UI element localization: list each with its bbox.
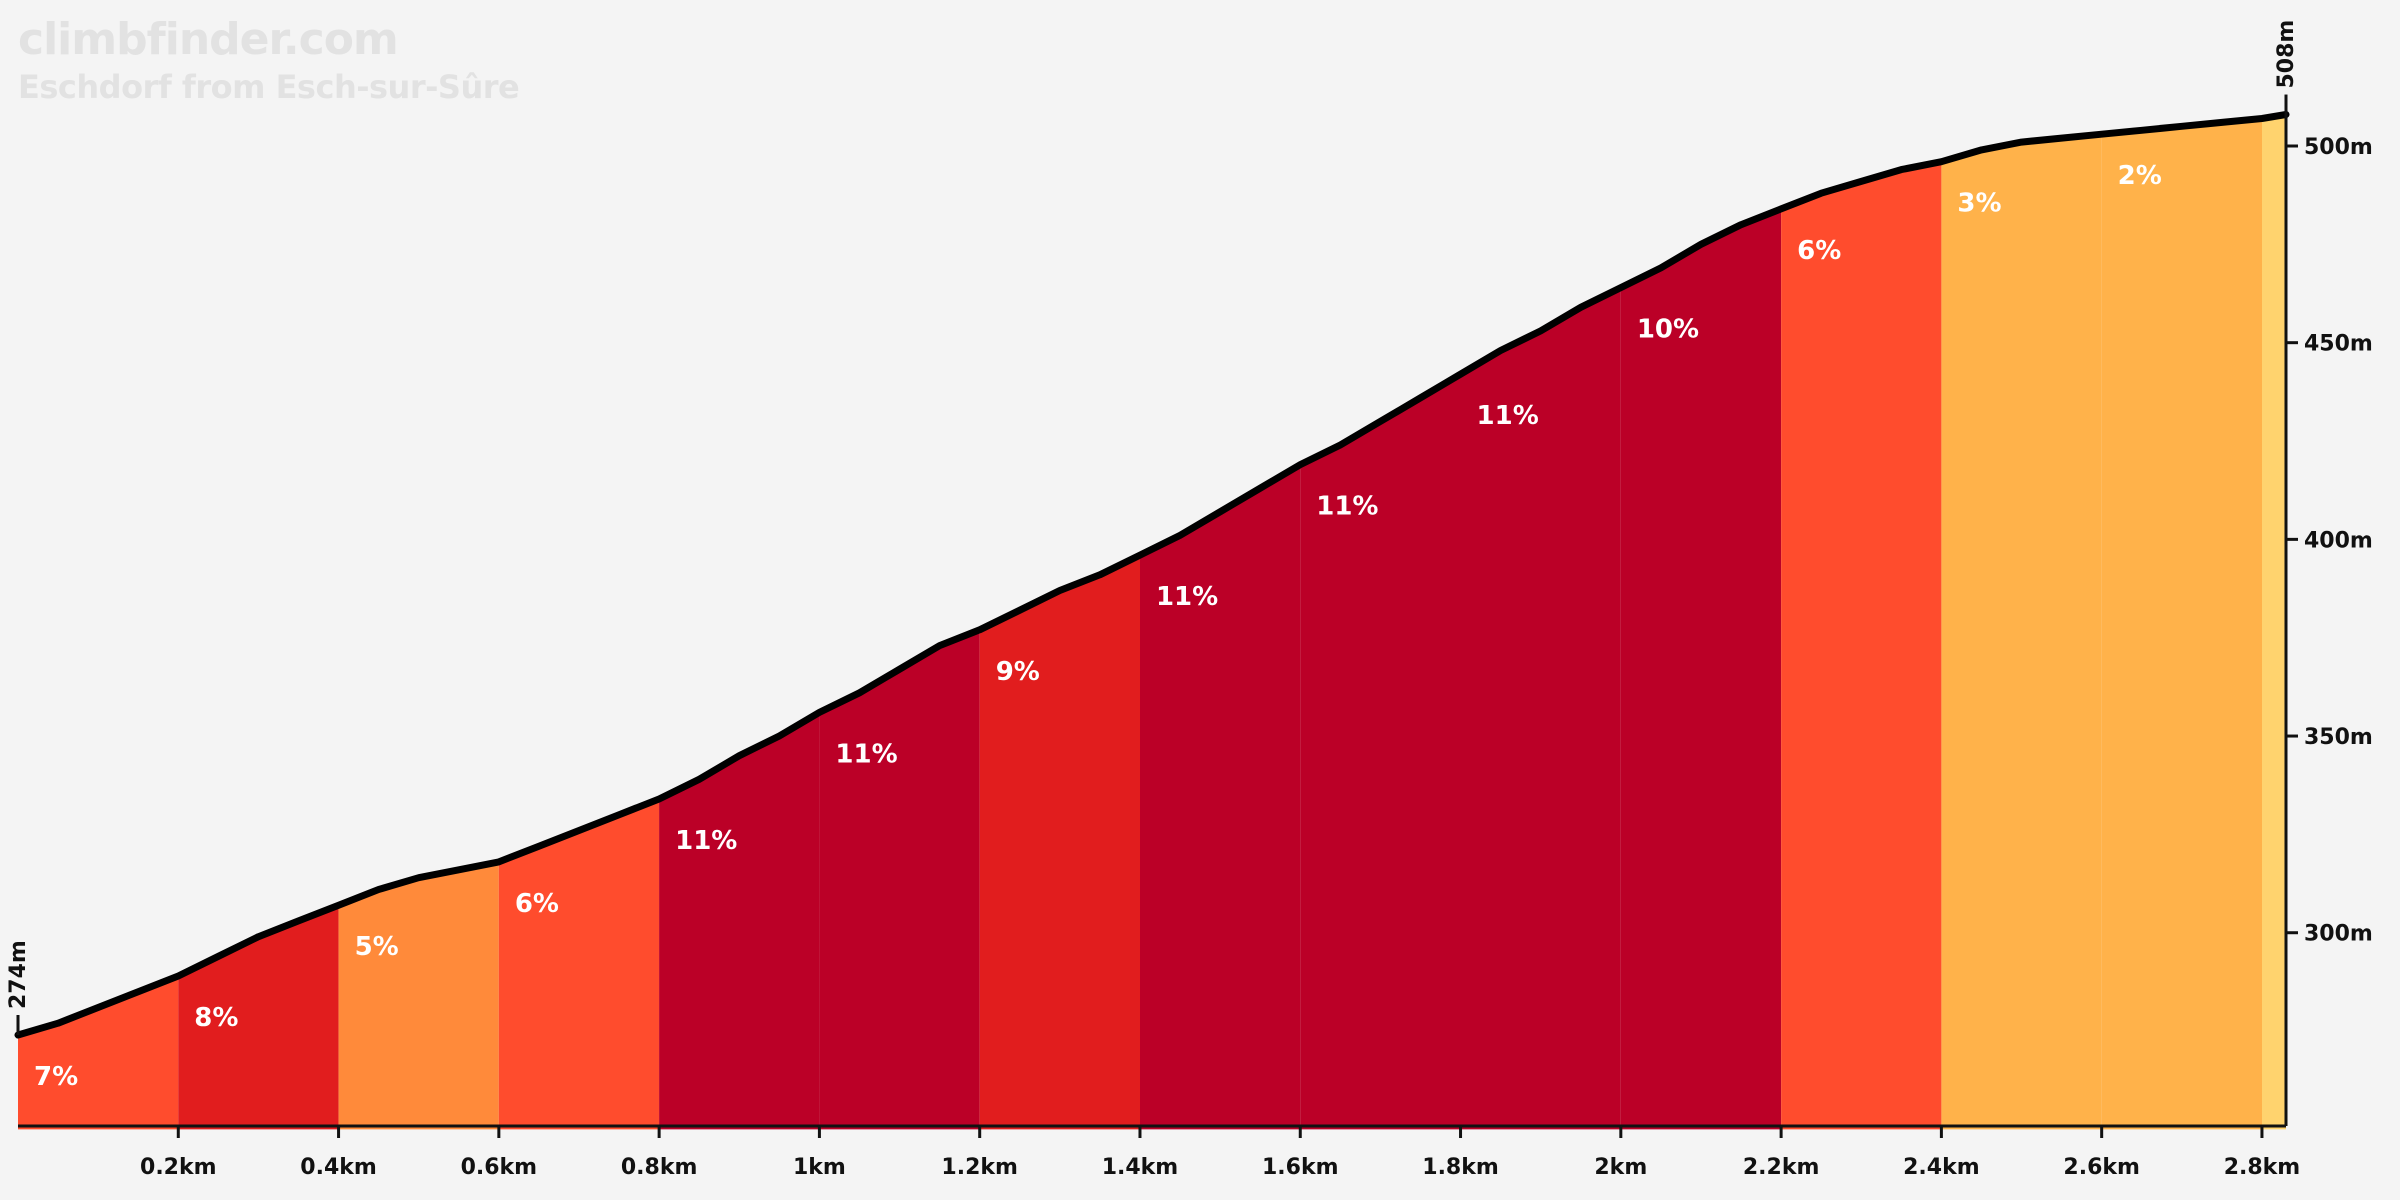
climb-title: Eschdorf from Esch-sur-Sûre bbox=[18, 68, 520, 106]
gradient-label-1: 7% bbox=[34, 1062, 78, 1092]
gradient-segment-5 bbox=[659, 712, 820, 1130]
profile-line bbox=[14, 111, 2290, 1039]
gradient-label-10: 11% bbox=[1477, 401, 1539, 431]
gradient-label-13: 3% bbox=[1957, 189, 2001, 219]
gradient-segment-9 bbox=[1300, 374, 1461, 1130]
end-elevation-label: 508m bbox=[2274, 20, 2299, 89]
gradient-segments bbox=[18, 114, 2286, 1130]
gradient-segment-7 bbox=[979, 555, 1140, 1130]
x-tick-label-5: 1km bbox=[793, 1155, 846, 1180]
x-axis: 0.2km 0.4km 0.6km 0.8km 1km 1.2km 1.4km 1.6km 1.… bbox=[18, 1124, 2301, 1180]
gradient-label-3: 5% bbox=[355, 932, 399, 962]
gradient-label-7: 9% bbox=[996, 657, 1040, 687]
x-tick-label-11: 2.2km bbox=[1743, 1155, 1820, 1180]
y-tick-label-4: 450m bbox=[2304, 332, 2373, 357]
gradient-label-8: 11% bbox=[1156, 582, 1218, 612]
y-tick-label-5: 500m bbox=[2304, 135, 2373, 160]
start-elevation-label: 274m bbox=[6, 940, 31, 1009]
gradient-segment-15 bbox=[2262, 114, 2286, 1130]
gradient-label-6: 11% bbox=[835, 739, 897, 769]
gradient-label-11: 10% bbox=[1637, 315, 1699, 345]
x-tick-label-10: 2km bbox=[1594, 1155, 1647, 1180]
gradient-label-4: 6% bbox=[515, 889, 559, 919]
gradient-label-2: 8% bbox=[194, 1003, 238, 1033]
x-tick-label-3: 0.6km bbox=[461, 1155, 538, 1180]
x-tick-label-4: 0.8km bbox=[621, 1155, 698, 1180]
gradient-segment-12 bbox=[1781, 161, 1942, 1130]
elevation-end-markers: 274m 508m bbox=[6, 20, 2299, 1035]
x-tick-label-13: 2.6km bbox=[2063, 1155, 2140, 1180]
gradient-label-14: 2% bbox=[2118, 161, 2162, 191]
x-tick-label-6: 1.2km bbox=[941, 1155, 1018, 1180]
gradient-segment-3 bbox=[338, 861, 499, 1130]
gradient-segment-8 bbox=[1140, 464, 1301, 1130]
x-tick-label-14: 2.8km bbox=[2224, 1155, 2301, 1180]
y-tick-label-2: 350m bbox=[2304, 725, 2373, 750]
profile-line-group bbox=[14, 111, 2290, 1039]
y-tick-label-3: 400m bbox=[2304, 528, 2373, 553]
gradient-segment-14 bbox=[2101, 118, 2262, 1130]
x-tick-label-12: 2.4km bbox=[1903, 1155, 1980, 1180]
gradient-segment-13 bbox=[1941, 134, 2102, 1130]
x-tick-label-7: 1.4km bbox=[1102, 1155, 1179, 1180]
gradient-segment-10 bbox=[1460, 287, 1621, 1130]
gradient-label-9: 11% bbox=[1316, 492, 1378, 522]
gradient-label-5: 11% bbox=[675, 826, 737, 856]
y-tick-label-1: 300m bbox=[2304, 922, 2373, 947]
gradient-segment-2 bbox=[178, 905, 339, 1130]
gradient-segment-11 bbox=[1620, 208, 1782, 1130]
chart-header: climbfinder.com Eschdorf from Esch-sur-S… bbox=[18, 14, 520, 107]
gradient-segment-1 bbox=[18, 976, 179, 1130]
y-axis: 300m 350m 400m 450m 500m bbox=[2284, 112, 2373, 1126]
gradient-labels: 7% 8% 5% 6% 11% 11% 9% 11% 11% 11% 10% 6% 3% 2% bbox=[34, 161, 2162, 1092]
gradient-segment-4 bbox=[498, 799, 660, 1130]
gradient-label-12: 6% bbox=[1797, 236, 1841, 266]
x-tick-label-9: 1.8km bbox=[1422, 1155, 1499, 1180]
x-tick-label-2: 0.4km bbox=[300, 1155, 377, 1180]
gradient-segment-6 bbox=[819, 629, 980, 1130]
x-tick-label-1: 0.2km bbox=[140, 1155, 217, 1180]
x-tick-label-8: 1.6km bbox=[1262, 1155, 1339, 1180]
brand-logo-text: climbfinder.com bbox=[18, 14, 399, 65]
